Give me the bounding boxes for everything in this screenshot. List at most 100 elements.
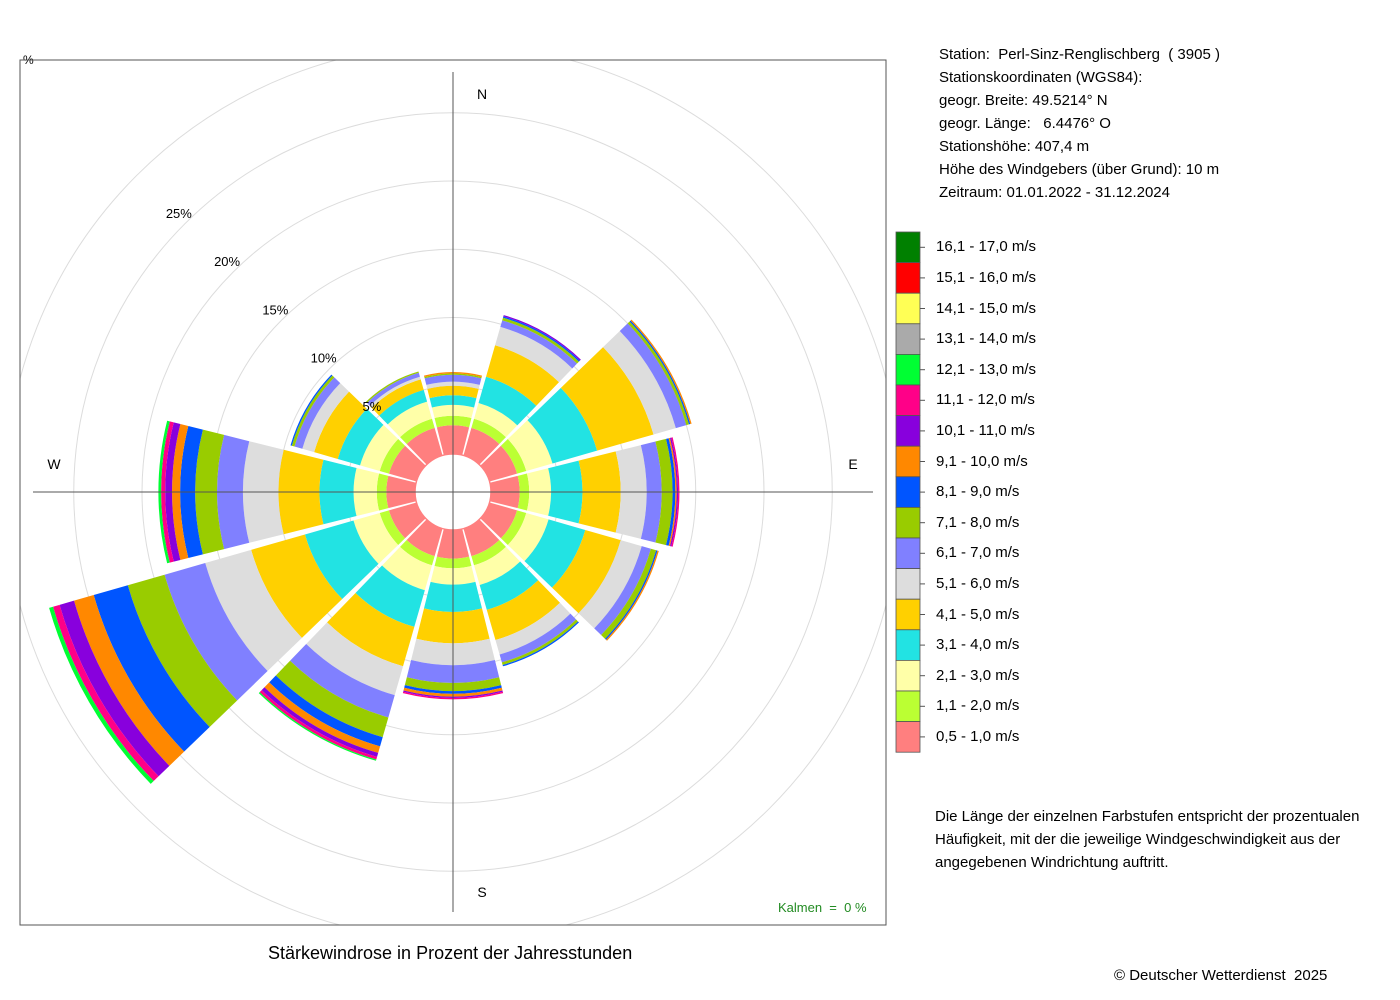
- sector-segment: [406, 427, 443, 465]
- sector-segment: [294, 377, 341, 449]
- sector-segment: [205, 549, 302, 672]
- copyright: © Deutscher Wetterdienst 2025: [1114, 967, 1328, 984]
- sector-segment: [275, 660, 389, 738]
- legend-label: 2,1 - 3,0 m/s: [936, 666, 1020, 684]
- legend-label: 0,5 - 1,0 m/s: [936, 727, 1020, 745]
- sector-segment: [486, 345, 560, 406]
- legend-label: 12,1 - 13,0 m/s: [936, 360, 1037, 378]
- compass-label-N: N: [477, 86, 487, 102]
- sector-segment: [403, 687, 503, 697]
- station-info-line: Stationshöhe: 407,4 m: [939, 138, 1090, 155]
- compass-label-S: S: [477, 884, 486, 900]
- sector-segment: [463, 519, 500, 557]
- legend-label: 1,1 - 2,0 m/s: [936, 697, 1020, 715]
- sector-segment: [668, 437, 677, 547]
- sector-segment: [59, 600, 170, 777]
- sector-segment: [353, 513, 399, 564]
- legend-swatch: [895, 292, 921, 325]
- legend-swatch: [895, 629, 921, 661]
- radial-tick-label: 10%: [311, 351, 337, 366]
- chart-title: Stärkewindrose in Prozent der Jahresstun…: [268, 943, 633, 963]
- sector-segment: [474, 402, 518, 438]
- sector-segment: [524, 519, 586, 588]
- sector-segment: [404, 685, 502, 694]
- sector-segment: [406, 519, 443, 557]
- sector-segment: [302, 383, 350, 453]
- sector-segment: [495, 602, 571, 655]
- sector-segment: [424, 373, 482, 379]
- sector-segment: [355, 565, 425, 627]
- radial-tick-label: 15%: [262, 302, 288, 317]
- sector-segment: [337, 408, 384, 466]
- explanation-note: Die Länge der einzelnen Farbstufen entsp…: [935, 808, 1360, 871]
- legend-swatch: [895, 690, 921, 723]
- sector-segment: [290, 644, 395, 718]
- sector-segment: [327, 592, 415, 667]
- sector-segment: [527, 387, 598, 464]
- station-info-line: Stationskoordinaten (WGS84):: [939, 69, 1143, 86]
- legend-label: 15,1 - 16,0 m/s: [936, 268, 1037, 286]
- legend-label: 10,1 - 11,0 m/s: [936, 421, 1035, 439]
- legend-swatch: [895, 445, 921, 478]
- sector-bars: [49, 315, 692, 784]
- legend-swatch: [895, 415, 921, 447]
- sector-segment: [601, 548, 657, 639]
- sector-segment: [371, 379, 424, 416]
- sector-segment: [53, 604, 159, 782]
- legend-label: 9,1 - 10,0 m/s: [936, 452, 1028, 470]
- sector-segment: [619, 323, 687, 429]
- sector-segment: [486, 580, 560, 641]
- sector-segment: [387, 401, 432, 438]
- sector-segment: [369, 376, 421, 408]
- sector-segment: [164, 563, 268, 701]
- station-info-line: Zeitraum: 01.01.2022 - 31.12.2024: [939, 184, 1170, 201]
- sector-segment: [264, 682, 381, 753]
- legend-label: 3,1 - 4,0 m/s: [936, 636, 1020, 654]
- sector-segment: [93, 585, 210, 752]
- sector-segment: [478, 376, 537, 426]
- compass-label-W: W: [47, 456, 61, 472]
- legend-label: 13,1 - 14,0 m/s: [936, 330, 1037, 348]
- legend-label: 7,1 - 8,0 m/s: [936, 513, 1020, 531]
- sector-segment: [666, 438, 676, 546]
- sector-segment: [314, 391, 367, 459]
- legend-swatch: [895, 231, 921, 264]
- sector-segment: [261, 687, 379, 757]
- sector-segment: [423, 372, 483, 377]
- sector-segment: [500, 320, 578, 369]
- sector-segment: [251, 534, 343, 638]
- sector-segment: [502, 317, 579, 364]
- sector-segment: [165, 422, 181, 562]
- sector-segment: [507, 513, 549, 562]
- sector-segment: [669, 437, 679, 547]
- sector-segment: [552, 529, 621, 614]
- sector-segment: [402, 691, 504, 700]
- legend-label: 8,1 - 9,0 m/s: [936, 483, 1020, 501]
- legend-swatch: [895, 598, 921, 631]
- sector-segment: [471, 539, 506, 566]
- sector-segment: [366, 372, 420, 406]
- compass-label-E: E: [848, 456, 857, 472]
- sector-segment: [499, 613, 577, 663]
- sector-segment: [479, 561, 539, 610]
- legend-label: 14,1 - 15,0 m/s: [936, 299, 1037, 317]
- station-info-line: geogr. Länge: 6.4476° O: [939, 115, 1111, 132]
- sector-segment: [480, 445, 518, 482]
- sector-segment: [400, 418, 435, 445]
- sector-segment: [74, 595, 185, 766]
- sector-segment: [379, 389, 428, 425]
- sector-segment: [382, 546, 432, 591]
- legend-swatch: [895, 353, 921, 386]
- legend-swatch: [895, 476, 921, 508]
- sector-segment: [304, 520, 379, 599]
- sector-segment: [603, 330, 676, 435]
- sector-segment: [379, 439, 406, 474]
- legend-swatch: [895, 323, 921, 355]
- sector-segment: [388, 445, 426, 482]
- sector-segment: [463, 427, 500, 465]
- sector-segment: [501, 619, 579, 665]
- station-info-line: Höhe des Windgebers (über Grund): 10 m: [939, 161, 1220, 178]
- station-info-line: Station: Perl-Sinz-Renglischberg ( 3905 …: [939, 46, 1220, 63]
- sector-segment: [306, 622, 404, 696]
